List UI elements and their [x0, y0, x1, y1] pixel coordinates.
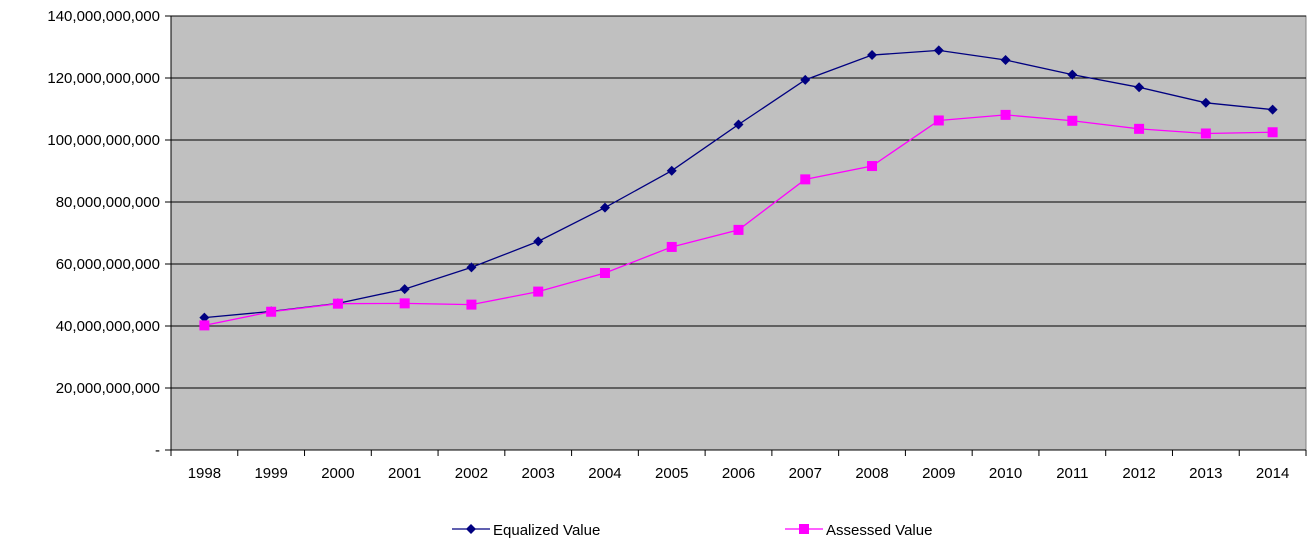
y-tick-label: 40,000,000,000	[56, 318, 160, 335]
data-point	[867, 161, 878, 172]
x-tick-label: 2010	[989, 465, 1022, 482]
data-point	[1134, 123, 1145, 134]
data-point	[533, 286, 544, 297]
data-point	[867, 50, 878, 61]
data-point	[733, 119, 744, 130]
data-point	[933, 115, 944, 126]
x-tick-label: 2003	[522, 465, 555, 482]
y-tick-label: -	[155, 442, 160, 459]
legend: Equalized Value Assessed Value	[452, 522, 932, 539]
x-tick-label: 2002	[455, 465, 488, 482]
y-tick-label: 80,000,000,000	[56, 194, 160, 211]
x-tick-label: 2006	[722, 465, 755, 482]
x-tick-label: 2004	[588, 465, 621, 482]
gridlines	[171, 15, 1306, 389]
x-tick-label: 2000	[321, 465, 354, 482]
data-point	[800, 74, 811, 85]
data-point	[1000, 55, 1011, 66]
data-point	[800, 174, 811, 185]
x-tick-label: 1998	[188, 465, 221, 482]
series-assessed-value	[199, 109, 1278, 331]
x-tick-label: 2001	[388, 465, 421, 482]
data-point	[1000, 109, 1011, 120]
x-tick-label: 2008	[855, 465, 888, 482]
axes: - 20,000,000,000 40,000,000,000 60,000,000,…	[47, 8, 1307, 482]
data-point	[1134, 82, 1145, 93]
x-tick-label: 2009	[922, 465, 955, 482]
data-point	[666, 165, 677, 176]
x-tick-label: 2005	[655, 465, 688, 482]
x-tick-label: 2011	[1056, 465, 1088, 482]
y-tick-label: 20,000,000,000	[56, 380, 160, 397]
x-tick-label: 2012	[1122, 465, 1155, 482]
data-point	[933, 45, 944, 56]
data-point	[1067, 69, 1078, 80]
x-tick-label: 1999	[254, 465, 287, 482]
y-tick-label: 140,000,000,000	[47, 8, 160, 25]
legend-label: Equalized Value	[493, 522, 600, 539]
x-tick-label: 2007	[789, 465, 822, 482]
data-point	[399, 298, 410, 309]
data-point	[199, 320, 210, 331]
x-tick-label: 2014	[1256, 465, 1289, 482]
data-point	[466, 524, 476, 534]
series	[199, 45, 1278, 331]
x-tick-label: 2013	[1189, 465, 1222, 482]
data-point	[1200, 128, 1211, 139]
data-point	[599, 267, 610, 278]
y-tick-label: 100,000,000,000	[47, 132, 160, 149]
data-point	[666, 241, 677, 252]
legend-label: Assessed Value	[826, 522, 932, 539]
data-point	[799, 524, 809, 534]
data-point	[1267, 127, 1278, 138]
data-point	[733, 224, 744, 235]
data-point	[399, 284, 410, 295]
legend-item: Assessed Value	[785, 522, 932, 539]
data-point	[332, 298, 343, 309]
data-point	[466, 299, 477, 310]
data-point	[1200, 97, 1211, 108]
data-point	[466, 262, 477, 273]
y-tick-label: 120,000,000,000	[47, 70, 160, 87]
data-point	[266, 306, 277, 317]
data-point	[533, 236, 544, 247]
data-point	[199, 312, 210, 323]
data-point	[599, 202, 610, 213]
data-point	[1067, 115, 1078, 126]
y-tick-label: 60,000,000,000	[56, 256, 160, 273]
data-point	[1267, 104, 1278, 115]
legend-item: Equalized Value	[452, 522, 600, 539]
